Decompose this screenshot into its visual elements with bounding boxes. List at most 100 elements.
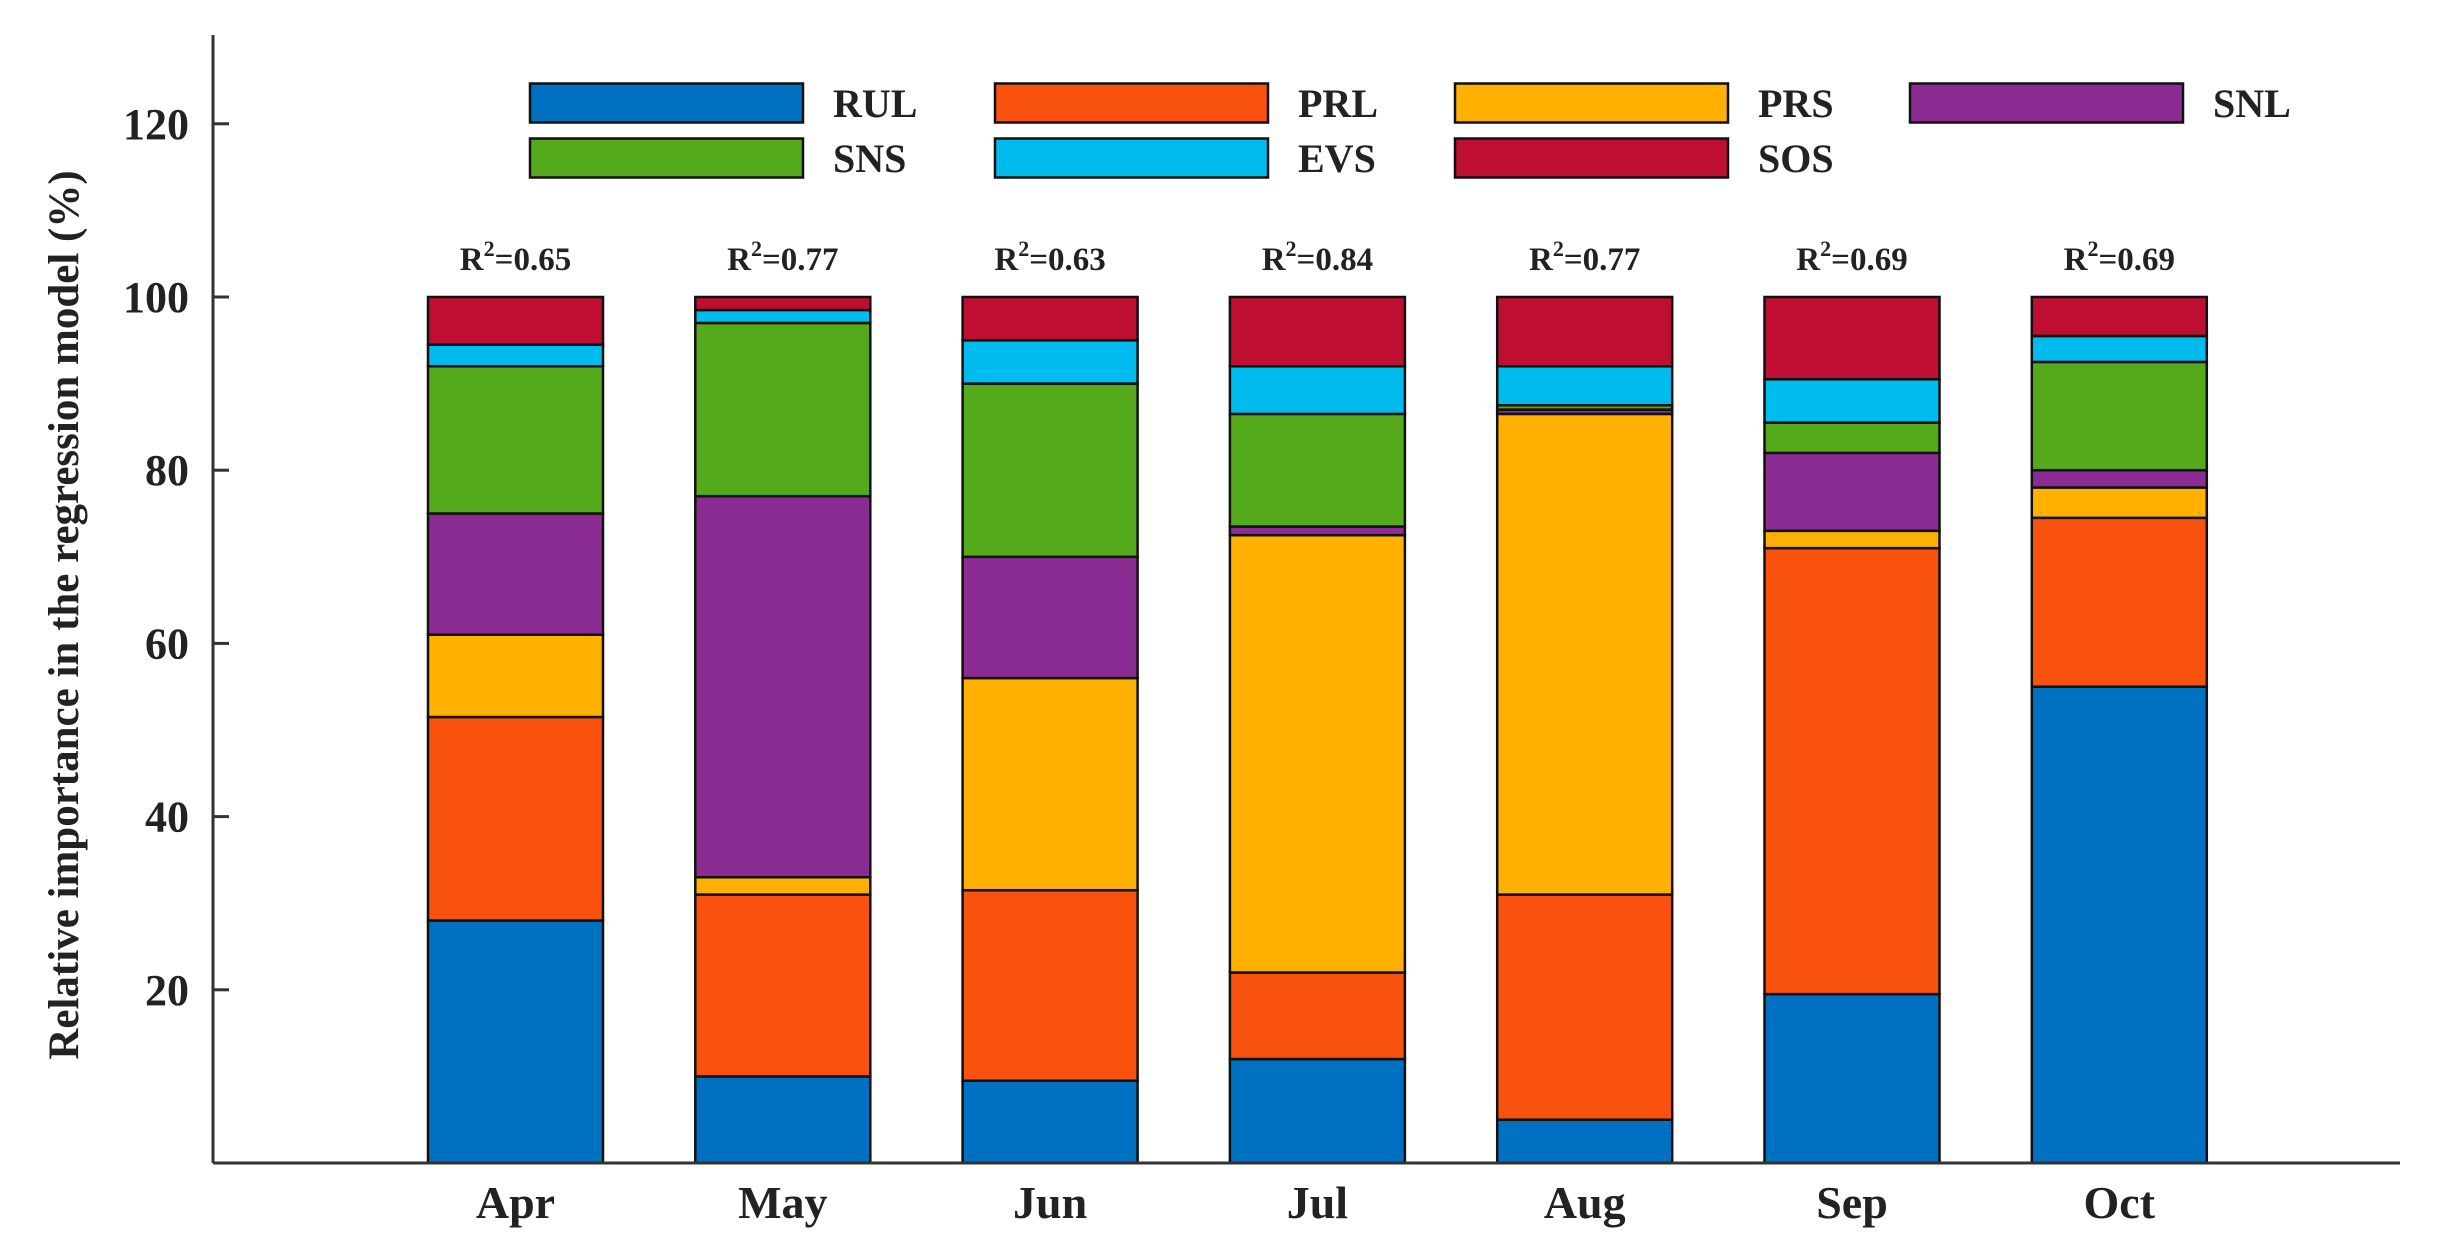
y-tick-label-20: 20 bbox=[145, 966, 189, 1015]
bar-segment-snl-apr bbox=[426, 512, 605, 636]
legend-swatch-prl bbox=[993, 82, 1270, 124]
bar-segment-prs-aug bbox=[1495, 412, 1674, 896]
r2-superscript: 2 bbox=[1286, 236, 1297, 261]
legend-swatch-sns bbox=[528, 137, 805, 179]
bar-segment-sns-apr bbox=[426, 365, 605, 515]
legend-label-sns: SNS bbox=[833, 136, 906, 181]
bar-segment-sos-aug bbox=[1495, 295, 1674, 368]
bar-segment-sos-apr bbox=[426, 295, 605, 346]
labels-layer: AprR2=0.65MayR2=0.77JunR2=0.63JulR2=0.84… bbox=[41, 100, 2175, 1228]
y-tick-label-40: 40 bbox=[145, 793, 189, 842]
legend-label-prl: PRL bbox=[1298, 81, 1378, 126]
r2-value: =0.65 bbox=[495, 242, 572, 278]
r2-value: =0.69 bbox=[1831, 242, 1908, 278]
bar-segment-prs-jul bbox=[1228, 533, 1407, 974]
bar-segment-sos-may bbox=[694, 295, 872, 312]
bar-segment-prl-jun bbox=[961, 888, 1139, 1082]
y-tick-label-80: 80 bbox=[145, 446, 189, 495]
bar-segment-snl-may bbox=[694, 494, 872, 879]
r2-superscript: 2 bbox=[1018, 236, 1029, 261]
legend-swatch-prs bbox=[1453, 82, 1730, 124]
bar-segment-rul-oct bbox=[2030, 685, 2209, 1165]
bar-segment-sns-sep bbox=[1763, 421, 1941, 455]
x-tick-label-jun: Jun bbox=[1013, 1177, 1087, 1228]
bar-segment-evs-may bbox=[694, 308, 872, 325]
r2-value: =0.77 bbox=[1564, 242, 1641, 278]
bar-segment-rul-jul bbox=[1228, 1057, 1407, 1165]
legend: RUL PRL PRS SNL SNS EVS SOS bbox=[528, 81, 2291, 181]
legend-swatch-evs bbox=[993, 137, 1270, 179]
r2-superscript: 2 bbox=[1553, 236, 1564, 261]
bar-segment-evs-sep bbox=[1763, 378, 1941, 424]
bar-segment-snl-jun bbox=[961, 555, 1139, 680]
bar-segment-sns-oct bbox=[2030, 360, 2209, 472]
bar-segment-prl-apr bbox=[426, 715, 605, 922]
bar-segment-snl-sep bbox=[1763, 451, 1941, 533]
r2-superscript: 2 bbox=[751, 236, 762, 261]
r2-prefix: R bbox=[727, 242, 752, 278]
bar-segment-rul-aug bbox=[1495, 1118, 1674, 1165]
bar-segment-sns-jun bbox=[961, 382, 1139, 559]
bar-segment-snl-oct bbox=[2030, 468, 2209, 489]
axes-layer bbox=[211, 35, 2400, 1165]
r2-prefix: R bbox=[1796, 242, 1821, 278]
r2-prefix: R bbox=[994, 242, 1019, 278]
r2-prefix: R bbox=[2064, 242, 2089, 278]
bar-segment-sns-jul bbox=[1228, 412, 1407, 528]
bar-segment-snl-jul bbox=[1228, 525, 1407, 537]
bar-segment-rul-may bbox=[694, 1075, 872, 1165]
r2-label-apr: R2=0.65 bbox=[460, 236, 571, 278]
bar-segment-rul-sep bbox=[1763, 992, 1941, 1165]
bar-segment-evs-aug bbox=[1495, 365, 1674, 407]
r2-superscript: 2 bbox=[1820, 236, 1831, 261]
r2-value: =0.69 bbox=[2098, 242, 2175, 278]
bar-segment-prs-apr bbox=[426, 633, 605, 719]
bar-segment-evs-oct bbox=[2030, 334, 2209, 364]
r2-label-may: R2=0.77 bbox=[727, 236, 838, 278]
x-tick-label-sep: Sep bbox=[1816, 1177, 1888, 1228]
bar-segment-prl-oct bbox=[2030, 516, 2209, 688]
r2-label-jul: R2=0.84 bbox=[1262, 236, 1373, 278]
legend-swatch-snl bbox=[1908, 82, 2185, 124]
bar-segment-sos-sep bbox=[1763, 295, 1941, 381]
legend-label-prs: PRS bbox=[1758, 81, 1834, 126]
r2-label-oct: R2=0.69 bbox=[2064, 236, 2175, 278]
y-tick-label-120: 120 bbox=[123, 100, 189, 149]
bar-segment-prl-jul bbox=[1228, 971, 1407, 1061]
bar-segment-prl-may bbox=[694, 893, 872, 1078]
y-tick-label-60: 60 bbox=[145, 619, 189, 668]
bar-segment-rul-jun bbox=[961, 1079, 1139, 1165]
bar-segment-evs-apr bbox=[426, 343, 605, 368]
r2-value: =0.77 bbox=[762, 242, 839, 278]
bar-segment-rul-apr bbox=[426, 919, 605, 1165]
r2-value: =0.63 bbox=[1029, 242, 1106, 278]
r2-label-jun: R2=0.63 bbox=[994, 236, 1105, 278]
x-tick-label-aug: Aug bbox=[1544, 1177, 1626, 1228]
legend-swatch-rul bbox=[528, 82, 805, 124]
r2-prefix: R bbox=[1529, 242, 1554, 278]
bar-segment-sos-jun bbox=[961, 295, 1139, 342]
bar-segment-prs-may bbox=[694, 875, 872, 896]
x-tick-label-jul: Jul bbox=[1287, 1177, 1348, 1228]
legend-label-evs: EVS bbox=[1298, 136, 1376, 181]
bar-segment-sos-oct bbox=[2030, 295, 2209, 338]
bar-segment-sns-may bbox=[694, 321, 872, 498]
r2-prefix: R bbox=[460, 242, 485, 278]
bar-segment-prs-oct bbox=[2030, 486, 2209, 520]
x-tick-label-may: May bbox=[738, 1177, 827, 1228]
legend-label-snl: SNL bbox=[2213, 81, 2291, 126]
r2-superscript: 2 bbox=[2087, 236, 2098, 261]
bar-segment-prl-sep bbox=[1763, 546, 1941, 996]
y-tick-label-100: 100 bbox=[123, 273, 189, 322]
r2-label-sep: R2=0.69 bbox=[1796, 236, 1907, 278]
r2-label-aug: R2=0.77 bbox=[1529, 236, 1640, 278]
bar-segment-evs-jul bbox=[1228, 365, 1407, 416]
r2-prefix: R bbox=[1262, 242, 1287, 278]
legend-label-rul: RUL bbox=[833, 81, 917, 126]
r2-value: =0.84 bbox=[1297, 242, 1374, 278]
bars-layer bbox=[426, 295, 2209, 1165]
r2-superscript: 2 bbox=[484, 236, 495, 261]
x-tick-label-oct: Oct bbox=[2084, 1177, 2156, 1228]
